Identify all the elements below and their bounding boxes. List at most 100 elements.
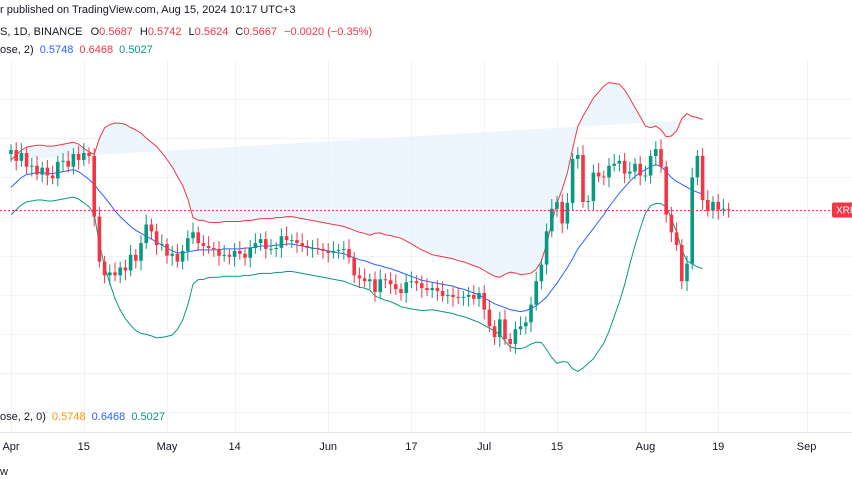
candle-body — [555, 201, 559, 209]
candle-body — [576, 155, 580, 159]
candle-body — [560, 201, 564, 224]
candle-body — [45, 167, 50, 176]
candle-body — [342, 248, 346, 250]
candle-body — [170, 253, 174, 256]
candle-body — [258, 239, 263, 243]
candle-body — [466, 294, 471, 297]
lower-band-line — [10, 196, 703, 372]
candle-body — [524, 322, 528, 327]
candle-body — [264, 239, 268, 249]
time-axis-label: 15 — [551, 441, 563, 453]
candle-body — [669, 214, 674, 233]
candle-body — [201, 243, 206, 246]
candle-body — [711, 201, 715, 211]
candle-body — [56, 161, 60, 179]
candle-body — [284, 236, 289, 241]
candle-body — [643, 175, 648, 177]
candle-body — [373, 279, 377, 292]
candle-body — [238, 250, 242, 254]
time-axis-label: 14 — [228, 441, 240, 453]
candle-body — [336, 249, 341, 251]
candle-body — [700, 155, 705, 200]
high-value: 0.5742 — [147, 26, 182, 38]
ohlc-line: S, 1D, BINANCE O0.5687 H0.5742 L0.5624 C… — [0, 26, 372, 38]
candle-body — [128, 254, 133, 271]
symbol-info: S, 1D, BINANCE — [0, 26, 83, 38]
candle-body — [581, 155, 585, 202]
candle-body — [352, 257, 356, 276]
candle-body — [113, 272, 117, 276]
indicator-basis-value: 0.5748 — [39, 44, 74, 56]
candle-body — [654, 149, 658, 156]
candle-body — [482, 293, 486, 310]
candle-body — [690, 177, 694, 264]
indicator-legend-bottom[interactable]: ose, 2, 0) 0.5748 0.6468 0.5027 — [0, 411, 165, 423]
candle-body — [243, 253, 247, 258]
candle-body — [35, 165, 39, 175]
candle-body — [487, 309, 492, 327]
indicator-legend-top[interactable]: ose, 2) 0.5748 0.6468 0.5027 — [0, 44, 153, 56]
time-axis[interactable]: Apr 15 May 14 Jun 17 Jul 15 Aug 19 Sep — [2, 441, 816, 453]
candle-body — [638, 163, 642, 176]
candle-body — [570, 158, 575, 203]
candle-body — [617, 160, 622, 164]
time-axis-label: May — [157, 441, 178, 453]
candle-body — [310, 248, 315, 249]
open-label: O — [90, 26, 100, 38]
candle-body — [248, 248, 252, 258]
candle-body — [290, 240, 294, 242]
candle-body — [586, 201, 590, 202]
candle-body — [550, 208, 554, 232]
candle-body — [716, 201, 720, 210]
candle-body — [633, 163, 637, 172]
candle-body — [66, 160, 70, 167]
high-label: H — [139, 26, 148, 38]
candle-body — [383, 279, 388, 281]
candle-body — [726, 208, 731, 210]
publish-text: r published on TradingView.com, Aug 15, … — [0, 4, 296, 16]
candle-body — [305, 246, 310, 248]
time-axis-label: 19 — [712, 441, 724, 453]
candle-body — [253, 243, 258, 248]
candle-body — [674, 232, 679, 245]
low-label: L — [188, 26, 195, 38]
candle-body — [628, 171, 632, 174]
candle-body — [232, 250, 237, 257]
candle-body — [92, 155, 96, 217]
candle-body — [87, 153, 91, 156]
candle-body — [227, 254, 232, 257]
candle-body — [357, 275, 362, 279]
candle-body — [394, 284, 398, 290]
candle-body — [295, 240, 299, 243]
candle-body — [331, 250, 336, 253]
publish-line: r published on TradingView.com, Aug 15, … — [0, 4, 295, 16]
candle-body — [82, 153, 86, 160]
candle-body — [217, 248, 221, 256]
candle-body — [695, 155, 700, 178]
candle-body — [97, 216, 102, 262]
indicator-value-2: 0.6468 — [91, 411, 126, 423]
candle-body — [160, 244, 164, 245]
candle-body — [175, 253, 180, 262]
candle-body — [144, 224, 148, 244]
time-axis-label: 15 — [78, 441, 90, 453]
candle-body — [513, 329, 518, 344]
candle-body — [503, 319, 507, 339]
candles — [9, 139, 731, 354]
candle-body — [721, 208, 726, 210]
candle-body — [440, 291, 445, 296]
candle-body — [591, 172, 596, 201]
candle-body — [40, 167, 44, 175]
time-axis-label: Jul — [477, 441, 491, 453]
candle-body — [607, 165, 611, 178]
candle-body — [180, 250, 185, 262]
candle-body — [102, 261, 107, 276]
candle-body — [206, 246, 211, 248]
candle-body — [362, 278, 367, 282]
candle-body — [492, 326, 497, 338]
candle-body — [274, 248, 278, 249]
candle-body — [139, 243, 143, 261]
candle-body — [24, 153, 29, 167]
candle-body — [300, 243, 304, 246]
